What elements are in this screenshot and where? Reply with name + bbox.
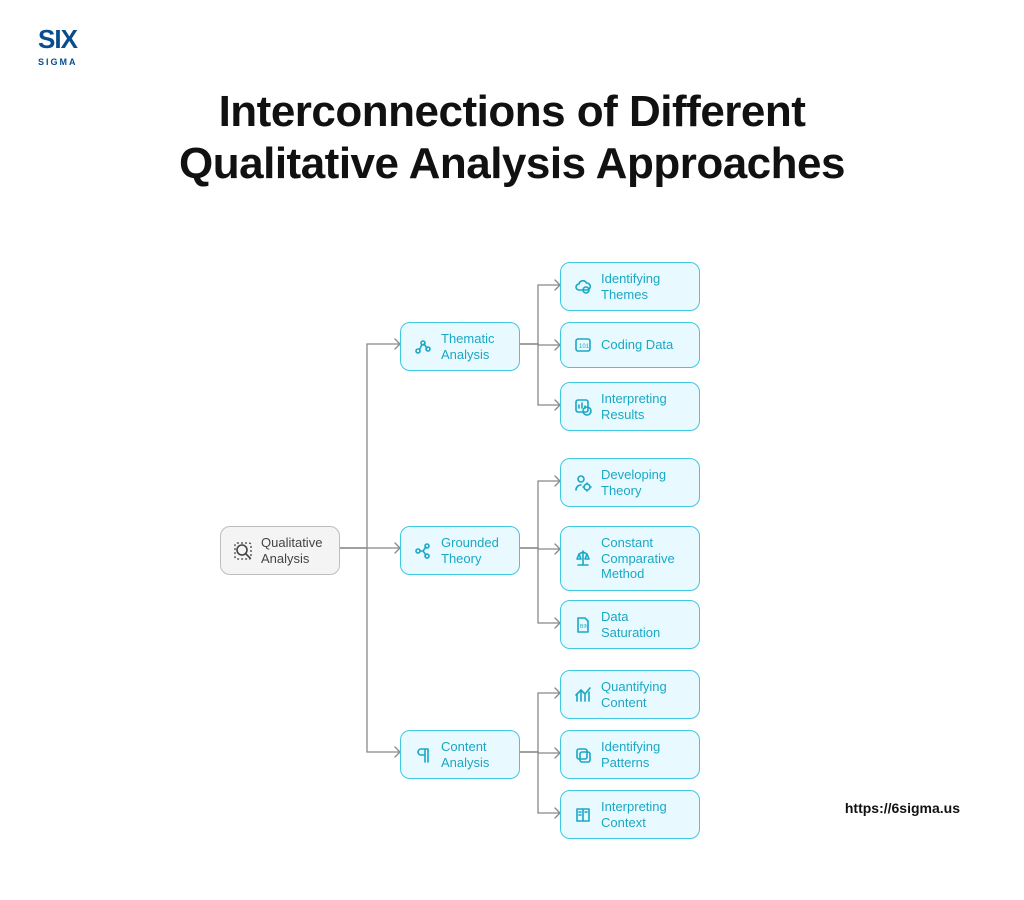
node-label: Data Saturation [601, 609, 687, 640]
bars-icon [573, 685, 593, 705]
leaf-node: Interpreting Results [560, 382, 700, 431]
binary-icon: 101 [573, 335, 593, 355]
magnify-icon [233, 541, 253, 561]
node-label: Thematic Analysis [441, 331, 507, 362]
leaf-node: BIN Data Saturation [560, 600, 700, 649]
file-bin-icon: BIN [573, 615, 593, 635]
node-label: Grounded Theory [441, 535, 507, 566]
node-label: Interpreting Results [601, 391, 687, 422]
leaf-node: Constant Comparative Method [560, 526, 700, 591]
node-label: Coding Data [601, 337, 687, 353]
svg-text:BIN: BIN [580, 624, 589, 630]
source-url: https://6sigma.us [845, 800, 960, 816]
node-label: Content Analysis [441, 739, 507, 770]
mid-node: Content Analysis [400, 730, 520, 779]
scale-icon [573, 548, 593, 568]
svg-text:101: 101 [579, 344, 590, 350]
cloud-icon [573, 277, 593, 297]
mid-node: Grounded Theory [400, 526, 520, 575]
root-node: Qualitative Analysis [220, 526, 340, 575]
book-icon [573, 805, 593, 825]
node-label: Constant Comparative Method [601, 535, 687, 582]
logo-subtext: SIGMA [38, 59, 78, 65]
chart-badge-icon [573, 397, 593, 417]
node-label: Interpreting Context [601, 799, 687, 830]
diagram-canvas: Qualitative Analysis Thematic Analysis Gro… [0, 226, 1024, 846]
person-gear-icon [573, 473, 593, 493]
leaf-node: Quantifying Content [560, 670, 700, 719]
logo-text: SIX [38, 24, 77, 54]
mid-node: Thematic Analysis [400, 322, 520, 371]
logo: SIX SIGMA [38, 20, 78, 65]
leaf-node: Identifying Patterns [560, 730, 700, 779]
leaf-node: Developing Theory [560, 458, 700, 507]
stack-icon [573, 745, 593, 765]
node-label: Identifying Themes [601, 271, 687, 302]
node-label: Quantifying Content [601, 679, 687, 710]
node-label: Qualitative Analysis [261, 535, 327, 566]
leaf-node: Interpreting Context [560, 790, 700, 839]
node-label: Identifying Patterns [601, 739, 687, 770]
page-title: Interconnections of DifferentQualitative… [0, 86, 1024, 190]
branch-icon [413, 541, 433, 561]
nodes-icon [413, 337, 433, 357]
para-icon [413, 745, 433, 765]
leaf-node: 101 Coding Data [560, 322, 700, 368]
node-label: Developing Theory [601, 467, 687, 498]
leaf-node: Identifying Themes [560, 262, 700, 311]
